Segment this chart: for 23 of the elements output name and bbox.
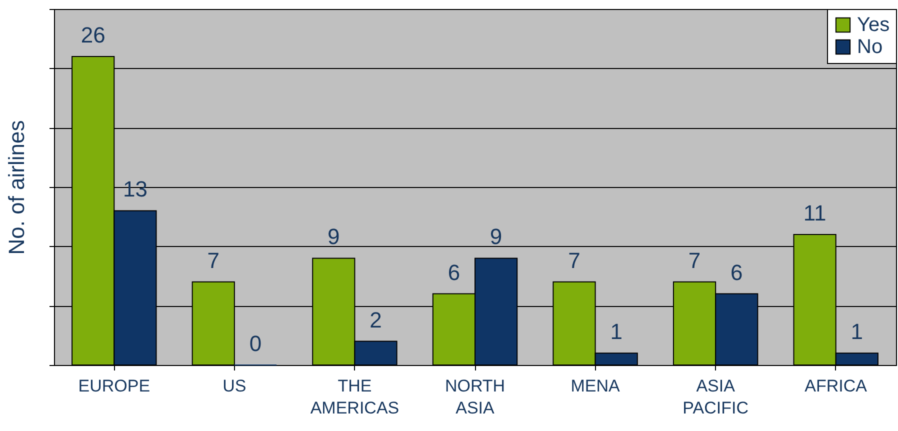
data-label: 2 <box>370 307 382 332</box>
data-label: 7 <box>568 248 580 273</box>
x-tick-label: THE AMERICAS <box>310 376 400 418</box>
x-tick-label: ASIA PACIFIC <box>682 376 748 418</box>
x-tick-label: MENA <box>570 376 620 396</box>
y-axis-title: No. of airlines <box>4 120 29 255</box>
data-label: 9 <box>328 224 340 250</box>
x-tick-label: US <box>222 376 246 396</box>
legend-label: No <box>857 36 883 58</box>
data-label: 11 <box>803 200 826 226</box>
data-label: 26 <box>80 22 106 48</box>
data-label: 9 <box>490 224 502 250</box>
data-label: 7 <box>207 248 220 273</box>
data-label: 1 <box>850 319 864 344</box>
x-tick-label: EUROPE <box>78 376 150 396</box>
x-tick-label: NORTH ASIA <box>444 376 506 418</box>
data-label: 7 <box>688 248 701 273</box>
data-label: 6 <box>448 260 460 285</box>
x-tick-label: AFRICA <box>804 376 868 396</box>
legend-label: Yes <box>857 14 890 36</box>
data-label: 1 <box>610 319 622 344</box>
data-label: 0 <box>249 331 262 356</box>
data-label: 6 <box>730 260 743 285</box>
